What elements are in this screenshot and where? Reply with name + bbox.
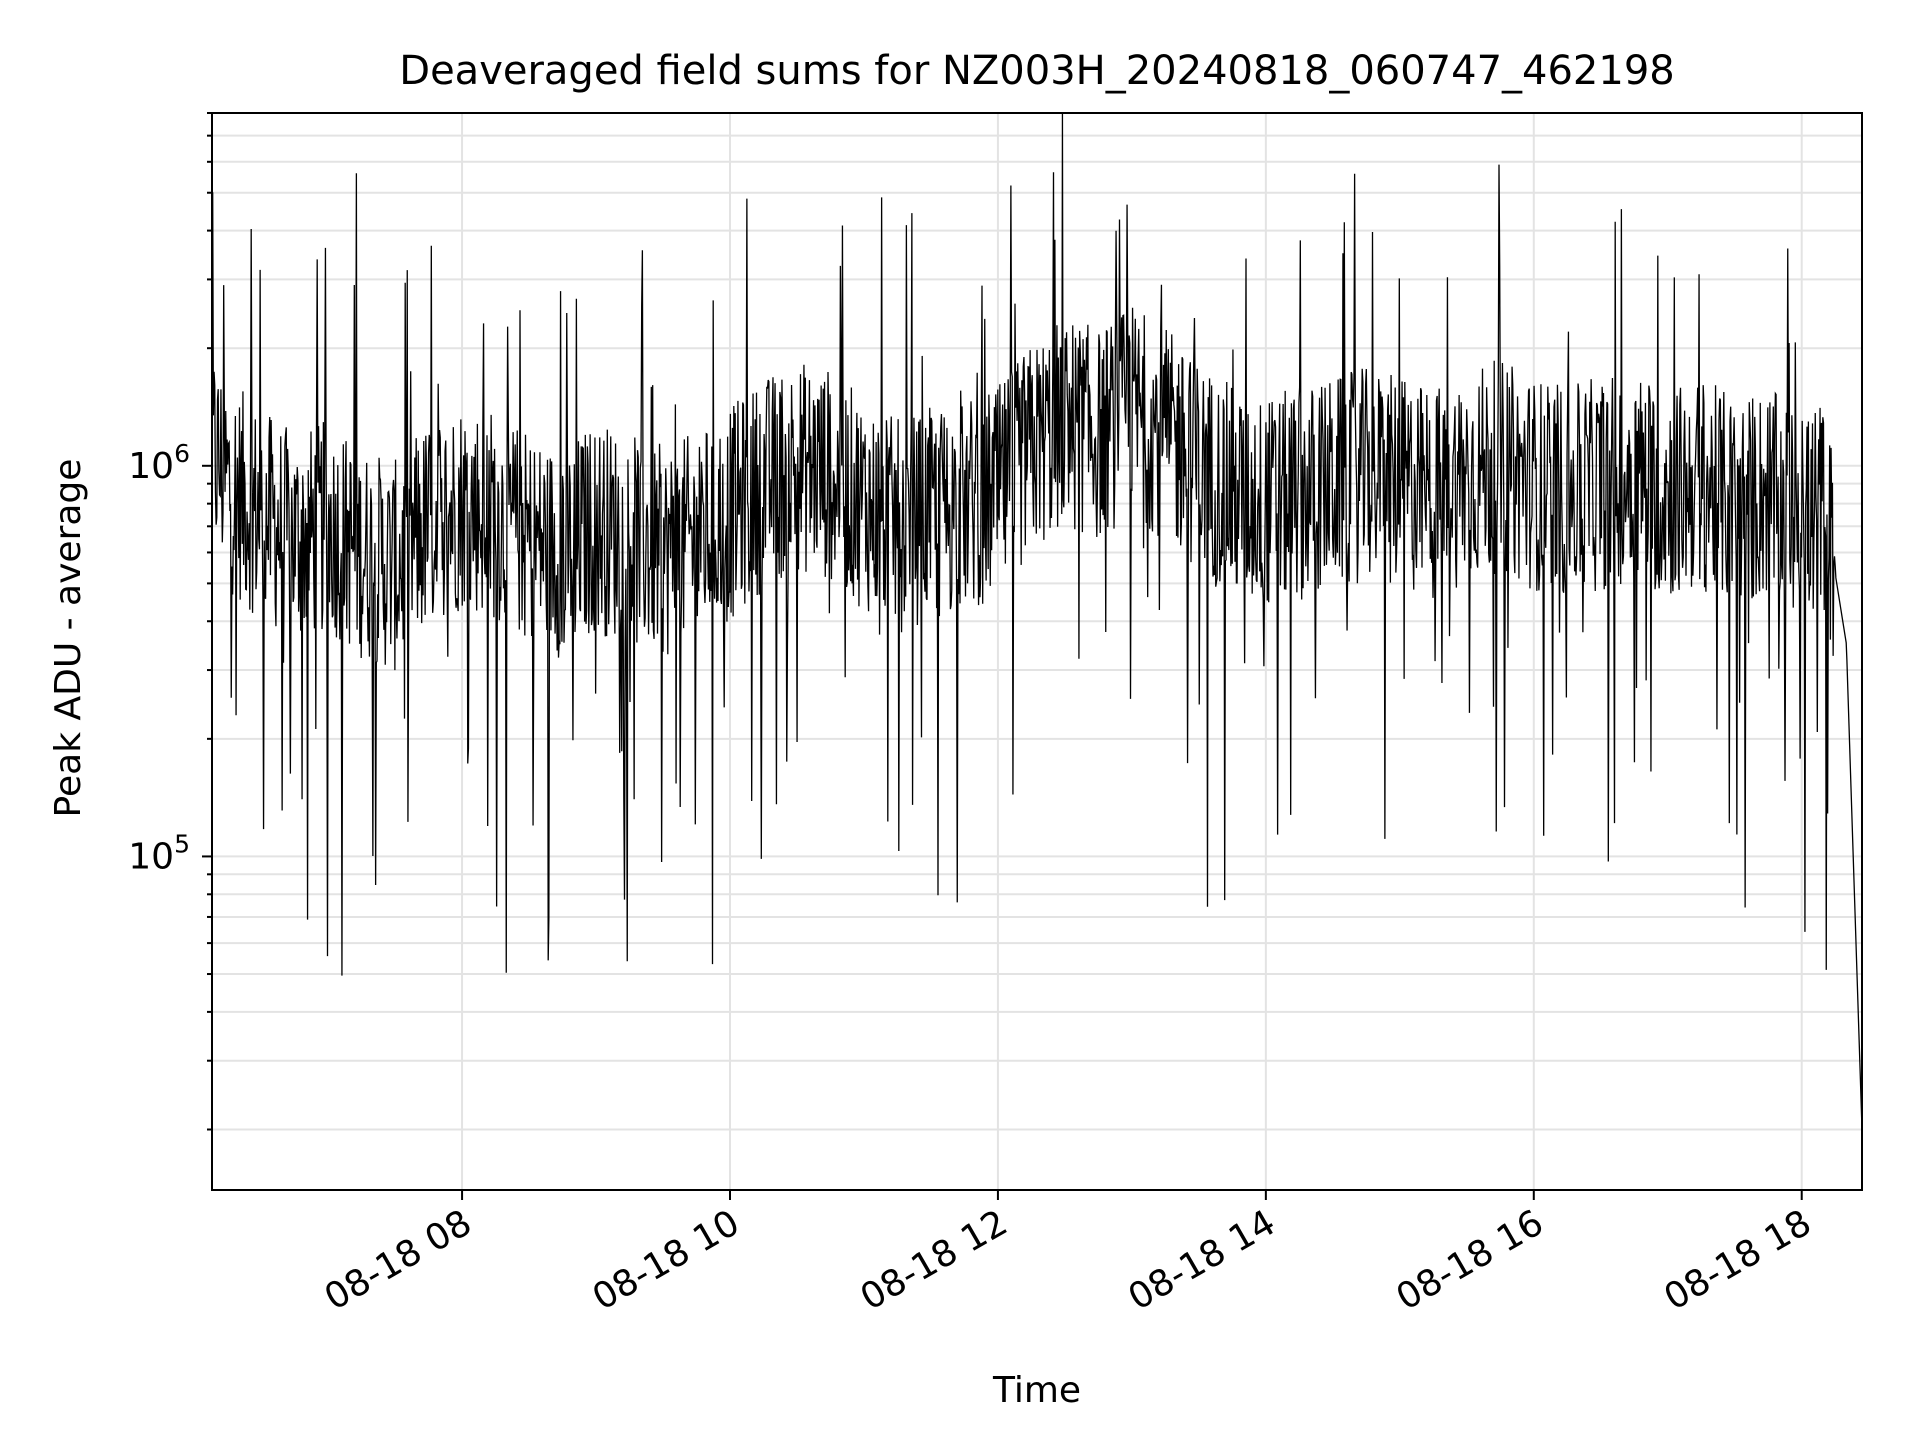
y-axis-label: Peak ADU - average	[48, 459, 89, 818]
axes-frame	[211, 112, 1863, 1191]
y-tick-label: 106	[128, 439, 190, 487]
y-tick-label: 105	[128, 829, 190, 877]
grid	[212, 112, 1862, 1190]
plot-area	[211, 112, 1863, 1130]
series-line	[211, 112, 1863, 1130]
chart-title: Deaveraged field sums for NZ003H_2024081…	[399, 48, 1674, 94]
x-axis-label: Time	[992, 1370, 1081, 1411]
